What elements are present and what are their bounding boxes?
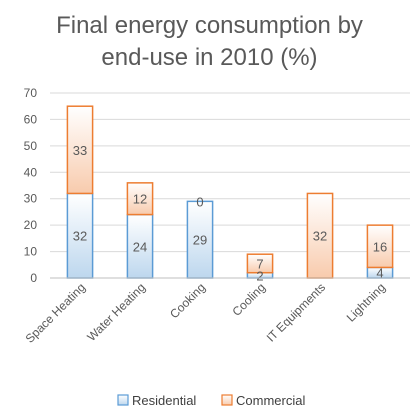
bar-commercial-3	[246, 253, 274, 274]
data-label: 24	[133, 239, 147, 254]
legend-label-commercial: Commercial	[236, 393, 305, 408]
data-label: 33	[73, 143, 87, 158]
legend: Residential Commercial	[117, 393, 305, 408]
x-tick-label: Cooling	[229, 280, 268, 319]
x-tick-label: Lightning	[344, 280, 388, 324]
data-label: 2	[256, 268, 263, 283]
x-tick-label: IT Equipments	[264, 280, 328, 344]
bar-residential-0	[66, 192, 94, 279]
bar-commercial-4	[306, 192, 334, 279]
bar-residential-1	[126, 213, 154, 279]
y-axis: 0 10 20 30 40 50 60 70	[24, 86, 38, 285]
y-tick-label: 50	[24, 139, 38, 153]
y-tick-label: 30	[24, 192, 38, 206]
x-tick-label: Space Heating	[23, 280, 89, 346]
y-tick-label: 0	[30, 271, 37, 285]
data-label: 0	[196, 194, 203, 209]
y-tick-label: 70	[24, 86, 38, 100]
bars	[66, 105, 394, 279]
bar-commercial-5	[366, 224, 394, 269]
chart-title-line-2: end-use in 2010 (%)	[101, 44, 317, 71]
bar-commercial-0	[66, 105, 94, 195]
data-label: 7	[256, 256, 263, 271]
data-label: 12	[133, 192, 147, 207]
x-tick-label: Water Heating	[84, 280, 148, 344]
y-tick-label: 10	[24, 245, 38, 259]
legend-swatch-commercial	[221, 394, 233, 406]
y-tick-label: 20	[24, 218, 38, 232]
gridlines	[50, 92, 410, 279]
y-tick-label: 60	[24, 112, 38, 126]
data-label: 32	[313, 229, 327, 244]
chart-title-line-1: Final energy consumption by	[56, 12, 363, 39]
data-label: 29	[193, 233, 207, 248]
data-labels: 32 33 24 12 29 0 27 32 4 16	[73, 143, 387, 284]
x-tick-label: Cooking	[167, 280, 208, 321]
data-label: 16	[373, 239, 387, 254]
legend-swatch-residential	[117, 394, 129, 406]
data-label: 4	[376, 266, 383, 281]
legend-label-residential: Residential	[132, 393, 196, 408]
y-tick-label: 40	[24, 165, 38, 179]
data-label: 32	[73, 229, 87, 244]
bar-commercial-1	[126, 182, 154, 216]
